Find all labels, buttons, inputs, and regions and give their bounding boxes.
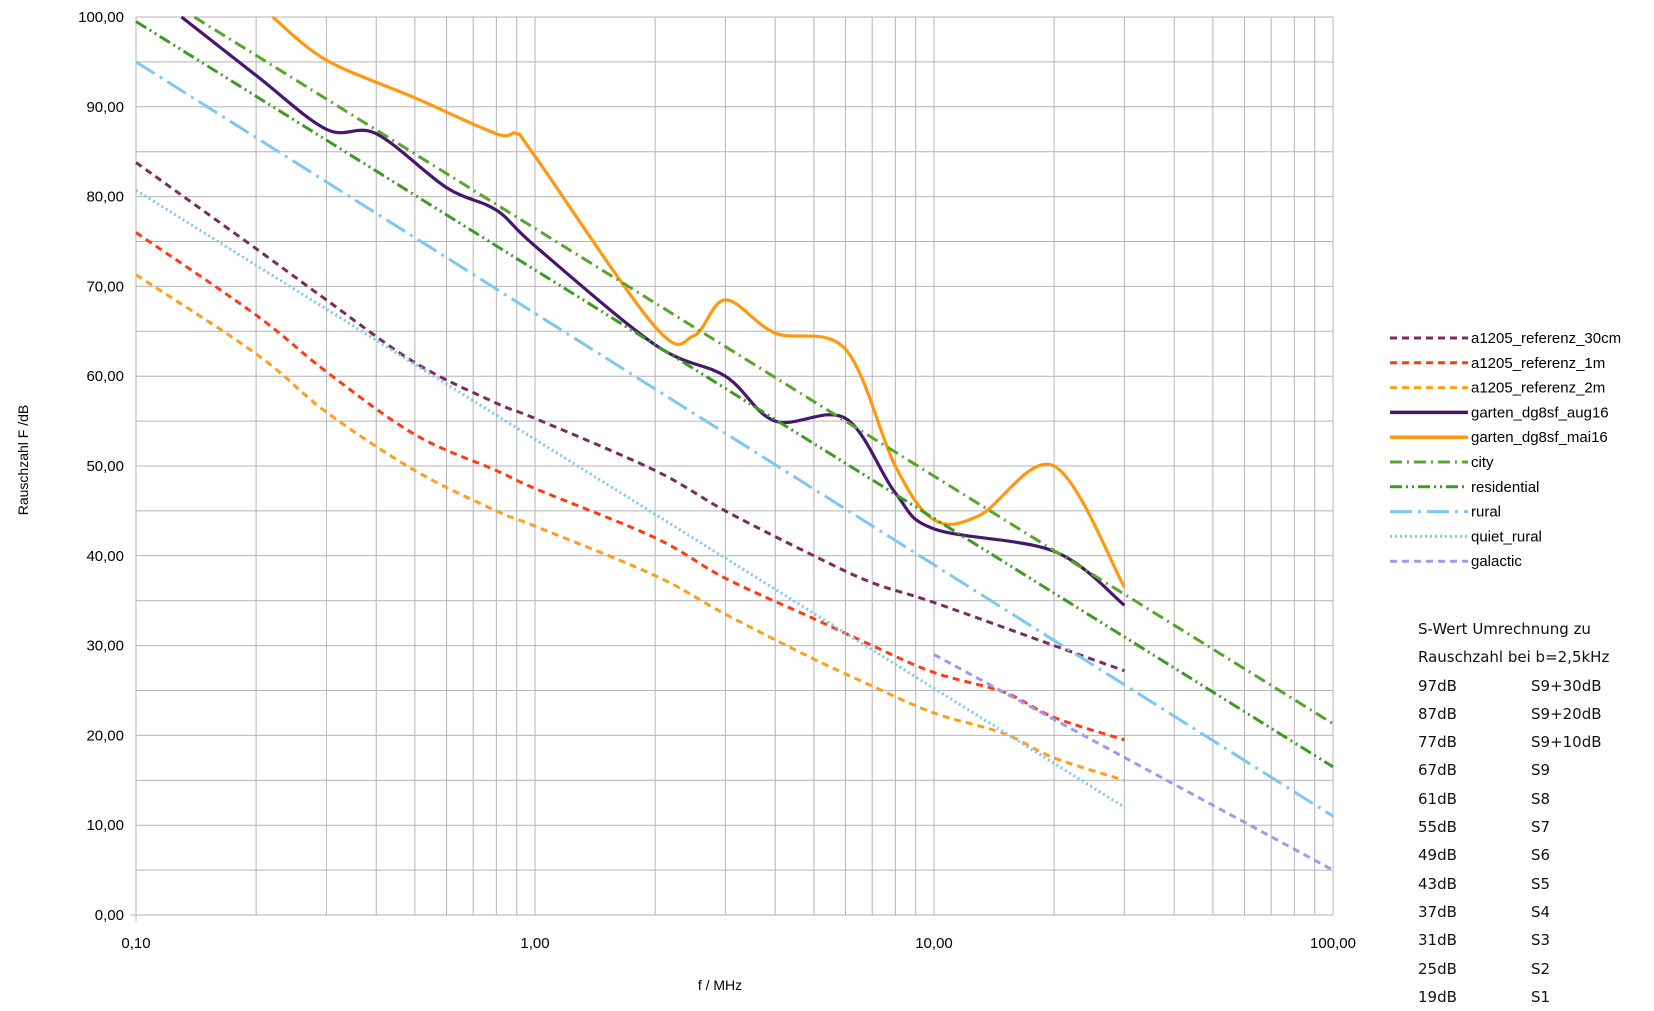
table-row: 43dB S5 <box>1418 870 1609 898</box>
s-value-cell: S5 <box>1531 874 1551 893</box>
table-row: 87dB S9+20dB <box>1418 700 1609 728</box>
x-tick-label: 100,00 <box>1310 935 1356 952</box>
y-tick-label: 0,00 <box>95 907 124 924</box>
y-tick-label: 20,00 <box>86 727 124 744</box>
y-tick-label: 30,00 <box>86 638 124 655</box>
x-axis-title: f / MHz <box>698 977 742 993</box>
table-row: 77dB S9+10dB <box>1418 728 1609 756</box>
x-tick-label: 10,00 <box>915 935 953 952</box>
table-row: 97dB S9+30dB <box>1418 672 1609 700</box>
s-value-cell: S3 <box>1531 931 1551 950</box>
x-tick-label: 0,10 <box>121 935 150 952</box>
y-tick-label: 80,00 <box>86 189 124 206</box>
grid <box>135 16 1334 916</box>
table-row: 19dB S1 <box>1418 983 1609 1011</box>
table-row: 37dB S4 <box>1418 898 1609 926</box>
s-value-cell: S9+30dB <box>1531 676 1602 695</box>
s-value-cell: S9+20dB <box>1531 704 1602 723</box>
legend-label: residential <box>1471 479 1539 496</box>
y-tick-label: 10,00 <box>86 817 124 834</box>
legend-label: rural <box>1471 504 1501 521</box>
legend-label: a1205_referenz_30cm <box>1471 330 1621 347</box>
y-axis-title: Rauschzahl F /dB <box>15 405 31 516</box>
s-value-cell: S2 <box>1531 959 1551 978</box>
series-line-quiet-rural <box>135 189 1126 809</box>
table-row: 31dB S3 <box>1418 926 1609 954</box>
y-tick-label: 50,00 <box>86 458 124 475</box>
s-value-conversion-table: S-Wert Umrechnung zu Rauschzahl bei b=2,… <box>1418 615 1609 1011</box>
series-line-city <box>193 15 1334 725</box>
legend-label: garten_dg8sf_aug16 <box>1471 404 1609 421</box>
table-row: 55dB S7 <box>1418 813 1609 841</box>
s-value-cell: S6 <box>1531 846 1551 865</box>
table-row: 61dB S8 <box>1418 785 1609 813</box>
s-value-cell: S4 <box>1531 902 1551 921</box>
y-tick-label: 90,00 <box>86 99 124 116</box>
legend-label: garten_dg8sf_mai16 <box>1471 429 1608 446</box>
noise-db-cell: 55dB <box>1418 818 1457 837</box>
noise-db-cell: 49dB <box>1418 846 1457 865</box>
series-line-galactic <box>933 653 1334 872</box>
axes: 0,00 10,00 20,00 30,00 40,00 50,00 60,00 70,00 8… <box>78 9 1356 952</box>
noise-db-cell: 19dB <box>1418 987 1457 1006</box>
y-tick-label: 40,00 <box>86 548 124 565</box>
series-line-a1205-referenz-2m <box>135 273 1125 782</box>
s-value-cell: S7 <box>1531 818 1551 837</box>
s-value-cell: S9+10dB <box>1531 733 1602 752</box>
legend-label: galactic <box>1471 553 1522 570</box>
noise-db-cell: 61dB <box>1418 789 1457 808</box>
noise-db-cell: 43dB <box>1418 874 1457 893</box>
y-tick-label: 60,00 <box>86 368 124 385</box>
series-line-garten-dg8sf-mai16 <box>271 15 1126 589</box>
series-lines <box>135 15 1334 872</box>
legend-label: a1205_referenz_2m <box>1471 380 1605 397</box>
table-title-line2: Rauschzahl bei b=2,5kHz <box>1418 648 1610 667</box>
s-value-cell: S8 <box>1531 789 1551 808</box>
table-row: 67dB S9 <box>1418 756 1609 784</box>
series-line-rural <box>135 60 1334 818</box>
legend-label: city <box>1471 454 1494 471</box>
legend-label: a1205_referenz_1m <box>1471 355 1605 372</box>
noise-db-cell: 67dB <box>1418 761 1457 780</box>
table-row: 25dB S2 <box>1418 955 1609 983</box>
series-line-a1205-referenz-30cm <box>135 161 1125 673</box>
legend: a1205_referenz_30cm a1205_referenz_1m a120… <box>1390 330 1621 570</box>
noise-db-cell: 97dB <box>1418 676 1457 695</box>
noise-db-cell: 25dB <box>1418 959 1457 978</box>
series-line-residential <box>135 20 1334 769</box>
y-tick-label: 70,00 <box>86 278 124 295</box>
table-row: 49dB S6 <box>1418 841 1609 869</box>
noise-db-cell: 77dB <box>1418 733 1457 752</box>
legend-label: quiet_rural <box>1471 528 1542 545</box>
noise-db-cell: 31dB <box>1418 931 1457 950</box>
x-tick-label: 1,00 <box>520 935 549 952</box>
s-value-cell: S9 <box>1531 761 1551 780</box>
series-line-a1205-referenz-1m <box>135 231 1125 742</box>
noise-db-cell: 37dB <box>1418 902 1457 921</box>
y-tick-label: 100,00 <box>78 9 124 26</box>
series-line-garten-dg8sf-aug16 <box>180 15 1126 607</box>
s-value-cell: S1 <box>1531 987 1551 1006</box>
table-title-line1: S-Wert Umrechnung zu <box>1418 620 1591 638</box>
noise-db-cell: 87dB <box>1418 704 1457 723</box>
